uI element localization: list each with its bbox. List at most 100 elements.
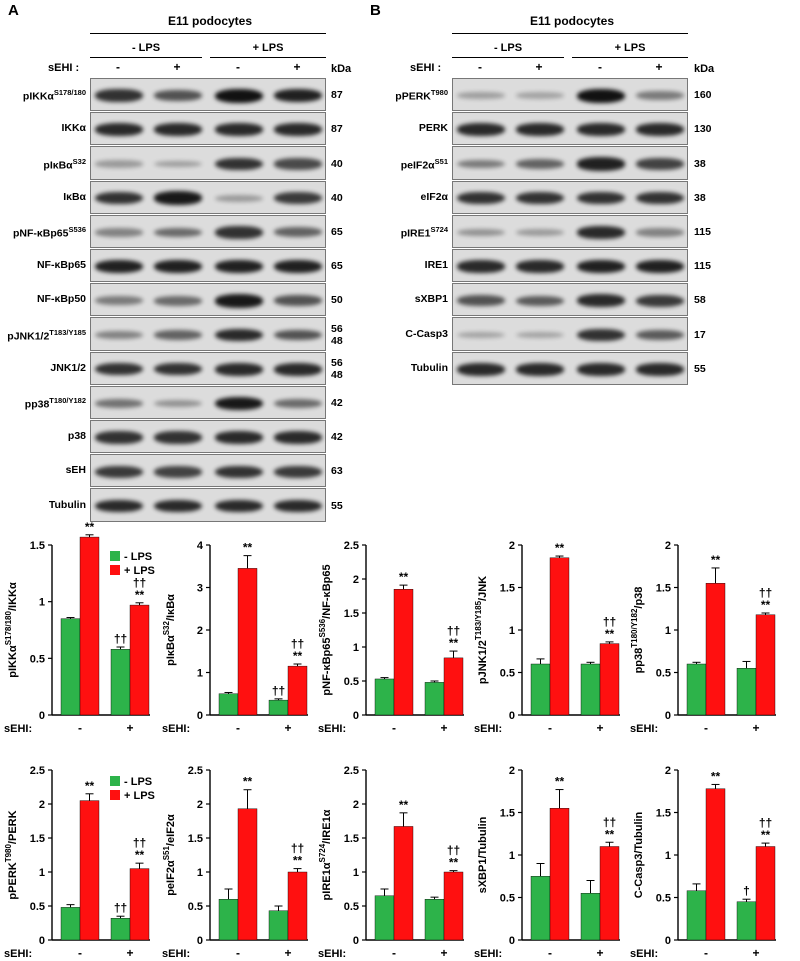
- blot-band: [154, 227, 202, 238]
- bar-minus-lps: [374, 895, 395, 941]
- legend-label-minus-lps: - LPS: [124, 776, 152, 788]
- y-tick-label: 2.5: [188, 765, 203, 777]
- blot-band: [457, 92, 505, 100]
- blot-kda-value: 42: [331, 431, 343, 444]
- legend-swatch-minus-lps: [110, 551, 120, 561]
- bar-minus-lps: [110, 918, 131, 941]
- blot-band: [95, 89, 143, 102]
- x-axis-label: sEHI:: [318, 948, 346, 960]
- significance-label: **: [711, 769, 721, 783]
- y-tick-label: 1.5: [500, 808, 515, 820]
- y-tick-label: 0.5: [656, 893, 671, 905]
- blot-band: [154, 329, 202, 340]
- significance-label: **: [399, 798, 409, 812]
- blot-band: [457, 191, 505, 205]
- y-tick-label: 1: [197, 668, 203, 680]
- blot-strip: [452, 180, 688, 214]
- blot-band: [274, 295, 322, 307]
- bar-plus-lps: [755, 614, 776, 716]
- blot-kda-value: 65: [331, 260, 343, 273]
- blot-band: [95, 260, 143, 274]
- legend-swatch-plus-lps: [110, 565, 120, 575]
- y-tick-label: 1: [665, 850, 671, 862]
- significance-label: **: [399, 570, 409, 584]
- blot-label: pJNK1/2T183/Y185: [7, 327, 86, 342]
- blot-label: pIKKαS178/180: [22, 88, 86, 103]
- blot-strip: [452, 283, 688, 317]
- y-tick-label: 2: [353, 574, 359, 586]
- blot-kda-value: 56 48: [331, 356, 343, 381]
- y-tick-label: 0.5: [344, 901, 359, 913]
- blot-strip: [452, 249, 688, 283]
- blot-band: [95, 228, 143, 237]
- bar-plus-lps: [79, 536, 100, 716]
- blot-band: [636, 260, 684, 274]
- y-tick-label: 1: [509, 625, 515, 637]
- bar-minus-lps: [60, 907, 81, 941]
- blot-band: [215, 362, 263, 376]
- blot-band: [457, 228, 505, 237]
- x-tick-label: +: [596, 946, 603, 960]
- y-tick-label: 1.5: [344, 608, 359, 620]
- blot-label: peIF2αS51: [400, 156, 448, 171]
- panel-b-lane-sign: -: [478, 60, 482, 74]
- panel-a-group-minus-rule: [90, 57, 202, 58]
- panel-a-title-rule: [90, 33, 326, 34]
- blot-band: [95, 362, 143, 376]
- panel-a-lane-sign: +: [173, 60, 181, 74]
- y-axis-label: pp38T180/Y182/p38: [630, 587, 645, 674]
- blot-band: [154, 465, 202, 478]
- bar-plus-lps: [287, 871, 308, 941]
- blot-label: pp38T180/Y182: [24, 395, 86, 411]
- blot-band: [215, 499, 263, 513]
- blot-strip: [90, 351, 326, 385]
- bar-minus-lps: [686, 663, 707, 716]
- blot-label: IKKα: [61, 122, 86, 135]
- blot-kda-value: 65: [331, 225, 343, 238]
- y-axis-label: C-Casp3/Tubulin: [633, 811, 645, 898]
- blot-band: [516, 228, 564, 236]
- bar-minus-lps: [580, 663, 601, 716]
- blot-kda-value: 87: [331, 89, 343, 102]
- x-tick-label: +: [440, 946, 447, 960]
- blot-kda-value: 40: [331, 157, 343, 170]
- blot-strip: [90, 146, 326, 180]
- blot-band: [95, 296, 143, 306]
- blot-band: [457, 362, 505, 376]
- bar-plus-lps: [705, 583, 726, 716]
- blot-band: [274, 192, 322, 205]
- panel-b-kda-header: kDa: [694, 63, 715, 75]
- blot-band: [457, 123, 505, 137]
- x-axis-label: sEHI:: [162, 948, 190, 960]
- blot-strip: [90, 420, 326, 454]
- bar-minus-lps: [218, 693, 239, 716]
- significance-label: **: [555, 541, 565, 555]
- y-tick-label: 3: [197, 583, 203, 595]
- blot-band: [516, 123, 564, 137]
- y-tick-label: 0.5: [30, 901, 45, 913]
- significance-label: **: [761, 598, 771, 612]
- blot-kda-value: 115: [694, 225, 711, 238]
- blot-band: [274, 362, 322, 376]
- y-tick-label: 1.5: [500, 583, 515, 595]
- y-tick-label: 0.5: [500, 893, 515, 905]
- bar-plus-lps: [237, 808, 258, 941]
- x-axis-label: sEHI:: [318, 723, 346, 735]
- bar-plus-lps: [599, 643, 620, 716]
- significance-label: ††: [133, 836, 146, 850]
- y-tick-label: 0: [665, 710, 671, 722]
- y-tick-label: 0: [509, 935, 515, 947]
- significance-label: **: [85, 779, 95, 793]
- y-tick-label: 0.5: [30, 653, 45, 665]
- x-axis-label: sEHI:: [630, 948, 658, 960]
- x-axis-label: sEHI:: [4, 723, 32, 735]
- x-tick-label: +: [284, 946, 291, 960]
- bar-plus-lps: [755, 846, 776, 941]
- panel-b-lane-sign: +: [655, 60, 663, 74]
- significance-label: ††: [114, 901, 127, 915]
- significance-label: ††: [603, 615, 616, 629]
- x-axis-label: sEHI:: [162, 723, 190, 735]
- y-tick-label: 2.5: [30, 765, 45, 777]
- blot-kda-value: 40: [331, 191, 343, 204]
